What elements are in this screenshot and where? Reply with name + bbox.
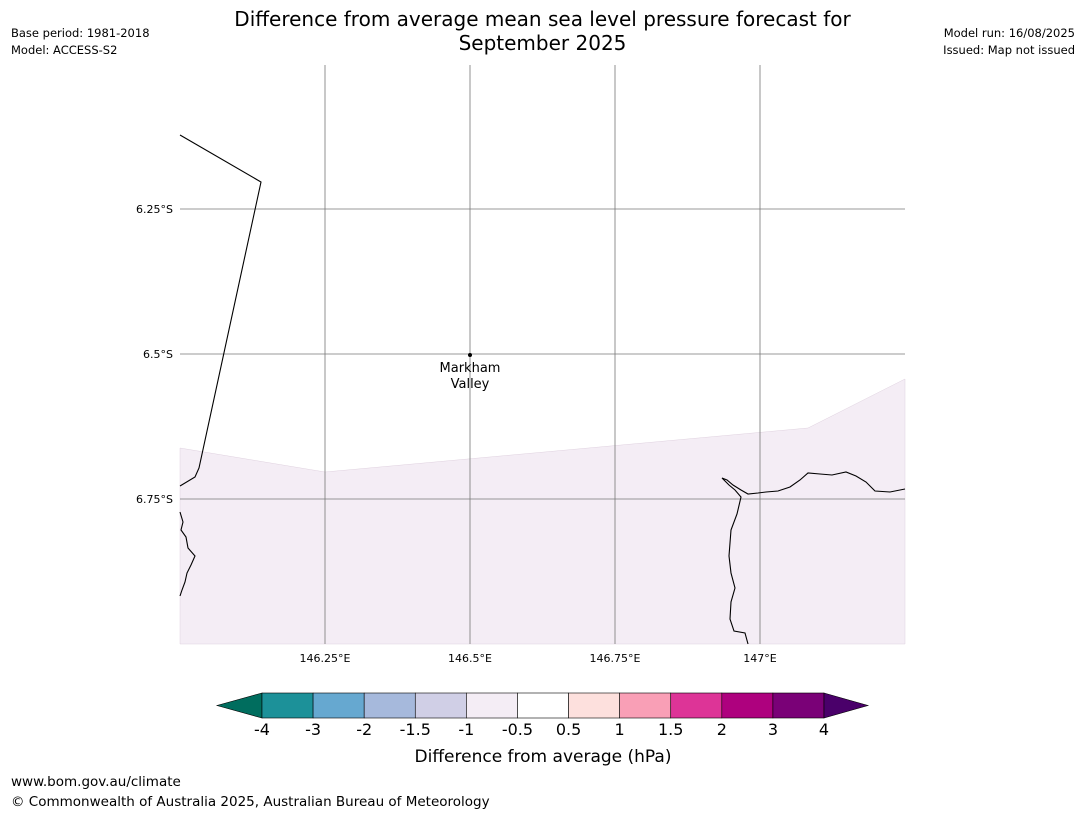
model-run: Model run: 16/08/2025 (943, 26, 1075, 40)
colorbar-segment (414, 692, 467, 719)
colorbar-segment (568, 692, 620, 719)
meta-right: Model run: 16/08/2025 Issued: Map not is… (943, 25, 1075, 59)
map-title: Difference from average mean sea level p… (180, 7, 905, 55)
colorbar-tick-label: 2 (717, 720, 727, 739)
gridlines (180, 65, 905, 644)
issued-status: Issued: Map not issued (943, 43, 1075, 57)
base-period: Base period: 1981-2018 (11, 26, 150, 40)
colorbar-tick-label: 3 (768, 720, 778, 739)
lat-tick-label: 6.75°S (136, 493, 173, 506)
colorbar-tick-label: 1 (615, 720, 625, 739)
colorbar-tick-label: 0.5 (556, 720, 581, 739)
footer-url: www.bom.gov.au/climate (11, 774, 181, 790)
colorbar-segment (466, 692, 518, 719)
lat-tick-label: 6.5°S (143, 348, 173, 361)
colorbar-over-triangle (823, 692, 870, 719)
longitude-labels: 146.25°E 146.5°E 146.75°E 147°E (300, 652, 777, 665)
colorbar-tick-label: -1.5 (400, 720, 431, 739)
map-title-line1: Difference from average mean sea level p… (234, 7, 851, 31)
markham-valley-label-line1: Markham (440, 361, 501, 376)
colorbar-segment (670, 692, 723, 719)
colorbar-tick-label: -3 (305, 720, 321, 739)
markham-valley-marker (468, 353, 472, 357)
coastline-west (179, 511, 196, 597)
colorbar-under-triangle (215, 692, 263, 719)
model-name: Model: ACCESS-S2 (11, 43, 118, 57)
meta-left: Base period: 1981-2018 Model: ACCESS-S2 (11, 25, 150, 59)
coastlines (179, 134, 906, 645)
colorbar-segment (721, 692, 774, 719)
colorbar-tick-label: -4 (254, 720, 270, 739)
colorbar-segment (772, 692, 825, 719)
colorbar-segment (619, 692, 672, 719)
lon-tick-label: 147°E (743, 652, 776, 665)
lon-tick-label: 146.75°E (590, 652, 641, 665)
border-line (179, 134, 262, 487)
colorbar-segments (261, 692, 825, 719)
colorbar-tick-label: 4 (819, 720, 829, 739)
lat-tick-label: 6.25°S (136, 203, 173, 216)
lon-tick-label: 146.25°E (300, 652, 351, 665)
map-title-line2: September 2025 (458, 31, 627, 55)
colorbar-segment (363, 692, 416, 719)
lon-tick-label: 146.5°E (448, 652, 492, 665)
footer-copyright: © Commonwealth of Australia 2025, Austra… (11, 794, 490, 810)
colorbar-title: Difference from average (hPa) (415, 747, 672, 767)
colorbar: -4 -3 -2 -1.5 -1 -0.5 0.5 1 1.5 2 3 4 Difference fr… (215, 692, 870, 767)
latitude-labels: 6.25°S 6.5°S 6.75°S (136, 203, 173, 506)
map-area: Markham Valley 146.25°E 146.5°E 146.75°E 14… (136, 65, 906, 665)
coastline-east (721, 471, 906, 645)
colorbar-tick-label: -0.5 (502, 720, 533, 739)
place-markers: Markham Valley (440, 353, 501, 392)
colorbar-segment (517, 692, 569, 719)
colorbar-tick-labels: -4 -3 -2 -1.5 -1 -0.5 0.5 1 1.5 2 3 4 (254, 720, 829, 739)
colorbar-tick-label: -2 (356, 720, 372, 739)
colorbar-tick-label: -1 (458, 720, 474, 739)
colorbar-segment (312, 692, 365, 719)
markham-valley-label-line2: Valley (451, 377, 490, 392)
colorbar-segment (261, 692, 314, 719)
colorbar-tick-label: 1.5 (658, 720, 683, 739)
